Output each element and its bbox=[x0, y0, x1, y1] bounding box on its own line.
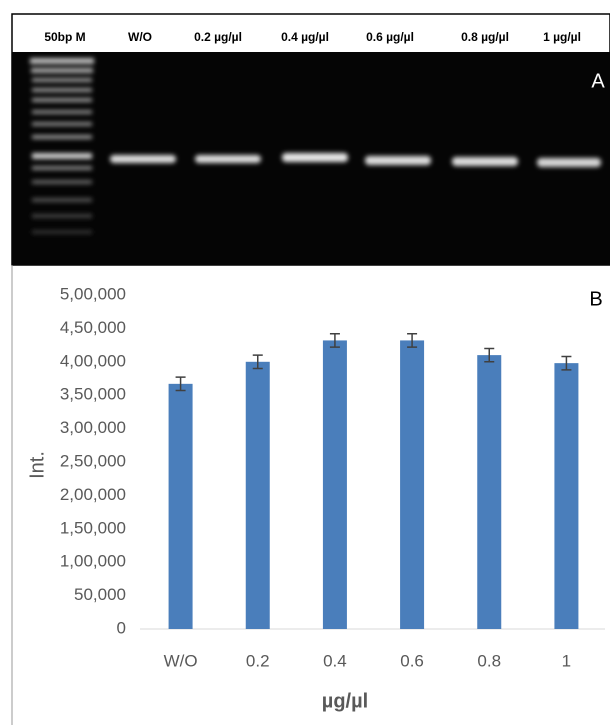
x-tick-label: 0.6 bbox=[400, 651, 424, 670]
x-tick-label: 1 bbox=[562, 651, 571, 670]
lane-label: 0.8 µg/µl bbox=[461, 30, 509, 44]
bar bbox=[246, 362, 270, 629]
bar bbox=[554, 363, 578, 629]
x-tick-label: 0.8 bbox=[477, 651, 501, 670]
x-tick-label: 0.2 bbox=[246, 651, 270, 670]
bar bbox=[400, 340, 424, 629]
y-tick-label: 50,000 bbox=[74, 585, 126, 604]
y-tick-label: 5,00,000 bbox=[60, 284, 126, 303]
panel-label: B bbox=[589, 288, 602, 310]
y-tick-label: 0 bbox=[117, 618, 126, 637]
y-tick-label: 2,50,000 bbox=[60, 451, 126, 470]
y-tick-label: 3,50,000 bbox=[60, 385, 126, 404]
lane-label: 0.2 µg/µl bbox=[194, 30, 242, 44]
page: {"gel": {"lanes": ["50bp M", "W/O", "0.2… bbox=[0, 0, 610, 725]
y-tick-label: 3,00,000 bbox=[60, 418, 126, 437]
y-tick-label: 2,00,000 bbox=[60, 485, 126, 504]
y-tick-label: 1,50,000 bbox=[60, 518, 126, 537]
lane-label: 1 µg/µl bbox=[543, 30, 581, 44]
x-axis-title: µg/µl bbox=[322, 690, 368, 712]
y-tick-label: 4,50,000 bbox=[60, 318, 126, 337]
lane-label: 50bp M bbox=[44, 30, 85, 44]
x-tick-label: 0.4 bbox=[323, 651, 347, 670]
lane-label: 0.6 µg/µl bbox=[366, 30, 414, 44]
x-tick-label: W/O bbox=[164, 651, 198, 670]
y-tick-label: 4,00,000 bbox=[60, 351, 126, 370]
lane-label: W/O bbox=[128, 30, 152, 44]
bar bbox=[477, 355, 501, 629]
y-tick-label: 1,00,000 bbox=[60, 552, 126, 571]
bar bbox=[169, 384, 193, 629]
figure: A B Int. µg/µl 50bp M W/O 0.2 µg/µl 0.4 µg/… bbox=[0, 0, 610, 725]
y-axis-title: Int. bbox=[26, 451, 48, 479]
bar bbox=[323, 340, 347, 629]
lane-label: 0.4 µg/µl bbox=[281, 30, 329, 44]
panel-label: A bbox=[591, 70, 605, 92]
